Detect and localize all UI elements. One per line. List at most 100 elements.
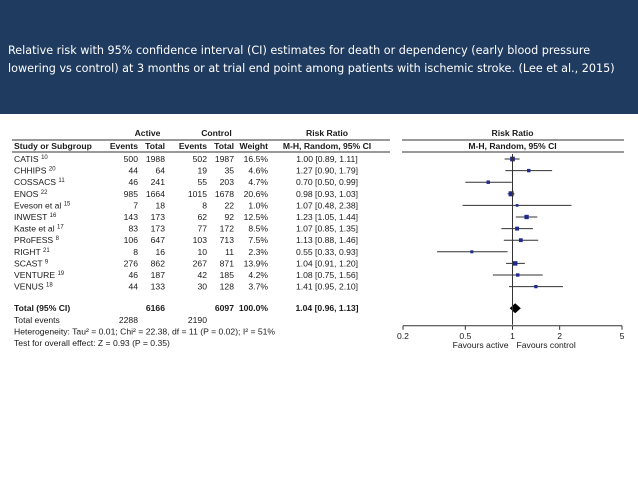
control-events: 42 <box>197 270 207 280</box>
study-weight: 20.6% <box>244 189 269 199</box>
total-events-active: 2288 <box>119 315 138 325</box>
control-total: 22 <box>224 200 234 210</box>
method-header: M-H, Random, 95% CI <box>283 141 371 151</box>
active-group-header: Active <box>135 128 161 138</box>
study-name: RIGHT 21 <box>14 247 50 257</box>
study-ref: 11 <box>58 178 65 184</box>
x-tick-label: 1 <box>510 331 515 341</box>
study-weight: 16.5% <box>244 154 269 164</box>
effect-marker <box>527 168 531 173</box>
study-ref: 21 <box>43 248 50 254</box>
control-events-header: Events <box>179 141 207 151</box>
control-total-header: Total <box>214 141 234 151</box>
pooled-diamond <box>509 303 521 314</box>
total-active: 6166 <box>146 303 165 313</box>
effect-marker <box>524 214 529 220</box>
study-ci-text: 1.23 [1.05, 1.44] <box>296 212 358 222</box>
effect-marker <box>515 226 520 231</box>
control-events: 1015 <box>188 189 207 199</box>
overall-effect-text: Test for overall effect: Z = 0.93 (P = 0… <box>14 338 170 348</box>
study-name: VENUS 18 <box>14 282 53 292</box>
active-events: 44 <box>128 282 138 292</box>
active-total: 16 <box>155 247 165 257</box>
study-weight: 4.6% <box>248 166 268 176</box>
effect-marker <box>508 191 514 197</box>
study-weight: 1.0% <box>248 200 268 210</box>
total-ci-text: 1.04 [0.96, 1.13] <box>295 303 358 313</box>
active-events-header: Events <box>110 141 138 151</box>
risk-ratio-header: Risk Ratio <box>306 128 348 138</box>
active-events: 44 <box>128 166 138 176</box>
study-name: INWEST 16 <box>14 212 57 222</box>
study-weight: 7.5% <box>248 235 268 245</box>
control-total: 185 <box>220 270 235 280</box>
total-events-control: 2190 <box>188 315 207 325</box>
active-events: 276 <box>124 258 139 268</box>
caption-text: Relative risk with 95% confidence interv… <box>8 44 615 75</box>
study-name: ENOS 22 <box>14 189 48 199</box>
control-events: 502 <box>193 154 208 164</box>
weight-header: Weight <box>240 141 269 151</box>
study-ci-text: 1.41 [0.95, 2.10] <box>296 282 358 292</box>
x-tick-label: 0.2 <box>397 331 409 341</box>
active-events: 985 <box>124 189 139 199</box>
control-total: 1678 <box>215 189 234 199</box>
study-ref: 16 <box>50 213 57 219</box>
study-ci-text: 1.08 [0.75, 1.56] <box>296 270 358 280</box>
study-weight: 12.5% <box>244 212 269 222</box>
effect-marker <box>486 180 490 184</box>
effect-marker <box>518 238 523 243</box>
active-events: 143 <box>124 212 139 222</box>
active-total: 241 <box>151 177 166 187</box>
study-ref: 20 <box>49 167 56 173</box>
study-ref: 19 <box>57 271 64 277</box>
study-name: SCAST 9 <box>14 258 49 268</box>
control-events: 19 <box>197 166 207 176</box>
active-events: 83 <box>128 224 138 234</box>
study-name: COSSACS 11 <box>14 177 65 187</box>
study-weight: 4.2% <box>248 270 268 280</box>
control-total: 11 <box>225 247 234 257</box>
study-ci-text: 0.55 [0.33, 0.93] <box>296 247 358 257</box>
control-total: 871 <box>220 258 235 268</box>
study-ci-text: 1.07 [0.85, 1.35] <box>296 224 358 234</box>
active-total: 64 <box>155 166 165 176</box>
study-weight: 2.3% <box>248 247 268 257</box>
control-events: 77 <box>197 224 207 234</box>
study-name: Kaste et al 17 <box>14 224 64 234</box>
total-label: Total (95% CI) <box>14 303 70 313</box>
study-ref: 17 <box>57 225 64 231</box>
control-events: 62 <box>197 212 207 222</box>
effect-marker <box>470 250 474 254</box>
active-total: 647 <box>151 235 166 245</box>
forest-plot: Active Control Risk Ratio Risk Ratio Study o… <box>12 128 625 350</box>
active-total: 173 <box>151 224 166 234</box>
active-total: 187 <box>151 270 166 280</box>
study-ci-text: 0.98 [0.93, 1.03] <box>296 189 358 199</box>
active-total: 173 <box>151 212 166 222</box>
active-events: 7 <box>133 200 138 210</box>
active-total-header: Total <box>145 141 165 151</box>
total-control: 6097 <box>215 303 234 313</box>
control-events: 30 <box>197 282 207 292</box>
study-weight: 8.5% <box>248 224 268 234</box>
control-total: 92 <box>224 212 234 222</box>
total-events-label: Total events <box>14 315 60 325</box>
total-weight: 100.0% <box>239 303 269 313</box>
study-name: CATIS 10 <box>14 154 48 164</box>
control-group-header: Control <box>201 128 232 138</box>
effect-marker <box>515 204 519 207</box>
active-total: 1664 <box>146 189 165 199</box>
control-events: 8 <box>202 200 207 210</box>
study-name: Eveson et al 15 <box>14 200 71 210</box>
active-total: 133 <box>151 282 166 292</box>
x-tick-label: 0.5 <box>459 331 471 341</box>
study-ci-text: 1.07 [0.48, 2.38] <box>296 200 358 210</box>
x-tick-label: 5 <box>620 331 625 341</box>
title-banner: Relative risk with 95% confidence interv… <box>0 0 638 114</box>
favours-active-label: Favours active <box>453 340 509 350</box>
study-ci-text: 0.70 [0.50, 0.99] <box>296 177 358 187</box>
plot-method-header: M-H, Random, 95% CI <box>468 141 556 151</box>
control-events: 103 <box>193 235 208 245</box>
control-events: 55 <box>197 177 207 187</box>
